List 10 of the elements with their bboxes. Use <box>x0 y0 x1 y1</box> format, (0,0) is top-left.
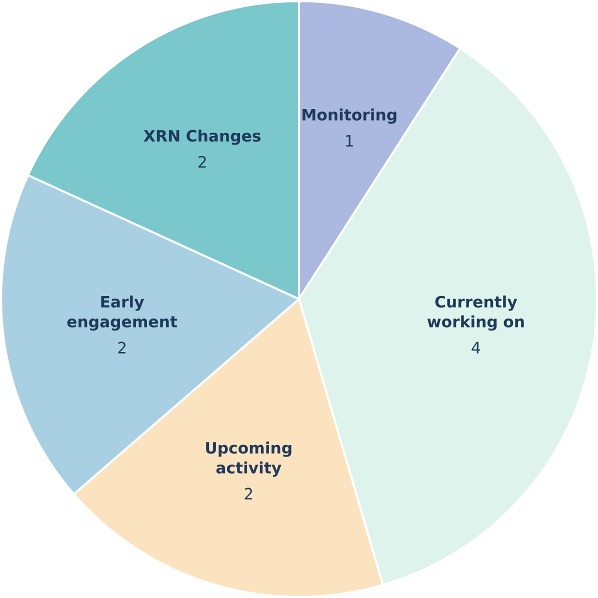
slice-label: Monitoring <box>302 108 396 124</box>
slice-label: XRN Changes <box>144 130 261 145</box>
data-label: 4 <box>472 342 480 354</box>
data-label: 2 <box>244 488 252 500</box>
slice-label: Upcoming activity <box>206 442 292 477</box>
slice-label: Currently working on <box>427 296 524 331</box>
data-label: 1 <box>346 135 353 146</box>
slice-label: Early engagement <box>67 296 178 331</box>
data-label: 2 <box>198 156 206 168</box>
data-label: 2 <box>118 342 126 354</box>
